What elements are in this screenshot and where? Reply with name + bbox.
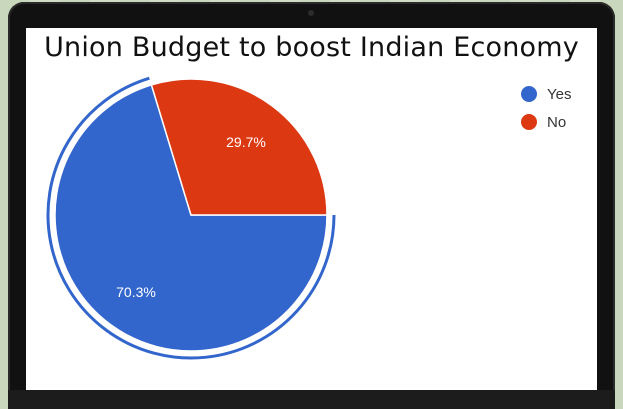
- chart-title: Union Budget to boost Indian Economy: [44, 32, 579, 63]
- legend-item-no[interactable]: No: [521, 108, 571, 136]
- legend-label-yes: Yes: [547, 85, 572, 103]
- laptop-bottom-bezel: [8, 390, 615, 409]
- pie-chart: 70.3% 29.7%: [46, 76, 336, 360]
- legend-swatch-yes: [521, 86, 537, 102]
- legend-item-yes[interactable]: Yes: [521, 80, 571, 108]
- pie-ring-yes: [46, 76, 336, 360]
- chart-screen: Union Budget to boost Indian Economy 70.…: [26, 28, 597, 390]
- webcam-icon: [308, 10, 314, 16]
- legend-swatch-no: [521, 114, 537, 130]
- pie-label-yes: 70.3%: [116, 284, 156, 300]
- legend: Yes No: [521, 80, 571, 136]
- laptop-frame: Union Budget to boost Indian Economy 70.…: [8, 2, 615, 409]
- pie-slice-no[interactable]: [150, 78, 328, 216]
- legend-label-no: No: [547, 113, 567, 131]
- pie-slice-yes[interactable]: [54, 83, 328, 352]
- pie-label-no: 29.7%: [226, 134, 266, 150]
